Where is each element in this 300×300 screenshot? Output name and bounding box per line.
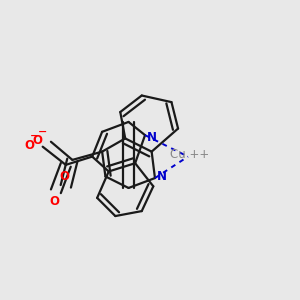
Text: −: −	[38, 127, 47, 137]
Text: N: N	[147, 131, 157, 144]
Text: O: O	[49, 195, 59, 208]
Text: O: O	[59, 170, 69, 183]
Text: O: O	[25, 139, 34, 152]
Text: N: N	[157, 170, 167, 183]
Text: −: −	[30, 131, 39, 141]
Text: O: O	[33, 134, 43, 147]
Text: Cu ++: Cu ++	[170, 148, 209, 161]
